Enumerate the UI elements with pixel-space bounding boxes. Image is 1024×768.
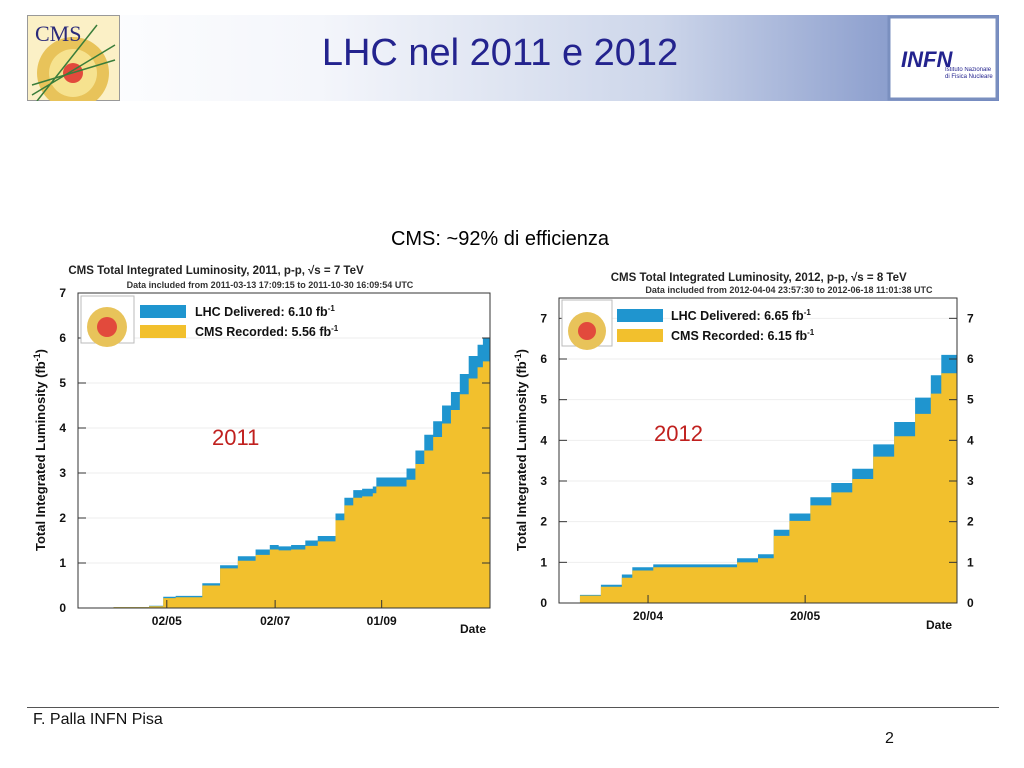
x-tick-label-20/05: 20/05 — [790, 609, 820, 623]
chart-title-energy: √s = 7 TeV — [308, 264, 364, 277]
y-tick-label-left-6: 6 — [540, 352, 547, 366]
legend-label-delivered-sup: -1 — [328, 304, 336, 313]
x-axis-label: Date — [460, 622, 486, 636]
legend: LHC Delivered: 6.10 fb-1 CMS Recorded: 5… — [80, 295, 339, 347]
chart-data-range: Data included from 2011-03-13 17:09:15 t… — [127, 280, 414, 290]
footer-author: F. Palla INFN Pisa — [33, 711, 163, 728]
header-band — [27, 15, 999, 101]
x-tick-label-20/04: 20/04 — [633, 609, 663, 623]
legend-label-delivered: LHC Delivered: 6.65 fb-1 — [671, 308, 811, 323]
legend-swatch-recorded — [140, 325, 186, 338]
y-tick-label-left-1: 1 — [540, 555, 547, 569]
legend: LHC Delivered: 6.65 fb-1 CMS Recorded: 6… — [561, 299, 815, 350]
x-tick-label-02/05: 02/05 — [152, 614, 182, 628]
infn-logo-text: INFN — [901, 47, 953, 72]
y-axis-label-group: Total Integrated Luminosity (fb-1) — [513, 349, 529, 551]
y-axis-label-group: Total Integrated Luminosity (fb-1) — [32, 349, 48, 551]
y-tick-label-left-6: 6 — [59, 331, 66, 345]
cms-logo-tracks — [31, 24, 116, 101]
y-tick-label-left-3: 3 — [540, 474, 547, 488]
y-tick-label-left-5: 5 — [59, 376, 66, 390]
y-axis-label: Total Integrated Luminosity (fb-1) — [513, 349, 529, 551]
y-axis-label-text: Total Integrated Luminosity (fb — [33, 361, 48, 551]
chart-data-range: Data included from 2012-04-04 23:57:30 t… — [645, 285, 933, 295]
y-tick-label-left-4: 4 — [59, 421, 66, 435]
y-tick-label-right-1: 1 — [967, 555, 974, 569]
luminosity-chart-2011: CMS Total Integrated Luminosity, 2011, p… — [32, 264, 491, 636]
chart-title-energy: √s = 8 TeV — [851, 271, 907, 284]
luminosity-chart-2012: CMS Total Integrated Luminosity, 2012, p… — [513, 271, 974, 632]
legend-label-recorded-text: CMS Recorded: 5.56 fb — [195, 325, 332, 339]
y-tick-label-left-0: 0 — [540, 596, 547, 610]
y-tick-label-right-5: 5 — [967, 393, 974, 407]
y-tick-label-left-1: 1 — [59, 556, 66, 570]
legend-label-recorded-text: CMS Recorded: 6.15 fb — [671, 329, 808, 343]
y-tick-label-left-2: 2 — [540, 515, 547, 529]
y-tick-label-right-2: 2 — [967, 515, 974, 529]
plot-frame — [77, 292, 491, 609]
cms-logo: CMS — [27, 15, 120, 101]
legend-swatch-recorded — [617, 329, 663, 342]
x-ticks: 02/05 02/07 01/09 — [152, 600, 397, 628]
y-ticks-right: 0 1 2 3 4 5 6 7 — [949, 311, 974, 610]
page-number: 2 — [885, 730, 894, 747]
y-tick-label-left-2: 2 — [59, 511, 66, 525]
y-tick-label-right-6: 6 — [967, 352, 974, 366]
slide-subtitle: CMS: ~92% di efficienza — [390, 228, 610, 250]
cms-logo-text: CMS — [35, 21, 81, 46]
chart-title-main: CMS Total Integrated Luminosity, 2011, p… — [68, 265, 305, 277]
y-tick-label-left-5: 5 — [540, 393, 547, 407]
y-tick-label-right-7: 7 — [967, 311, 974, 325]
y-tick-label-left-7: 7 — [59, 286, 66, 300]
infn-logo-frame — [887, 15, 999, 101]
year-label-2011: 2011 — [212, 425, 260, 450]
legend-cms-logo-core — [578, 322, 596, 340]
legend-label-delivered: LHC Delivered: 6.10 fb-1 — [195, 304, 335, 319]
y-axis-label-close: ) — [514, 349, 529, 353]
y-axis-label-sup: -1 — [513, 353, 523, 361]
y-ticks-left: 0 1 2 3 4 5 6 7 — [59, 286, 86, 615]
legend-swatch-delivered — [140, 305, 186, 318]
legend-swatch-delivered — [617, 309, 663, 322]
legend-label-recorded: CMS Recorded: 5.56 fb-1 — [195, 324, 339, 339]
legend-label-recorded: CMS Recorded: 6.15 fb-1 — [671, 328, 815, 343]
y-axis-label-text: Total Integrated Luminosity (fb — [514, 361, 529, 551]
slide-title: LHC nel 2011 e 2012 — [321, 32, 679, 74]
x-ticks: 20/04 20/05 — [633, 595, 820, 623]
legend-label-recorded-sup: -1 — [807, 328, 815, 337]
y-tick-label-left-4: 4 — [540, 433, 547, 447]
x-tick-label-02/07: 02/07 — [260, 614, 290, 628]
legend-cms-logo-core — [97, 317, 117, 337]
y-axis-label: Total Integrated Luminosity (fb-1) — [32, 349, 48, 551]
legend-label-delivered-text: LHC Delivered: 6.65 fb — [671, 309, 804, 323]
y-tick-label-left-7: 7 — [540, 311, 547, 325]
x-tick-label-01/09: 01/09 — [367, 614, 397, 628]
infn-logo: INFN Istituto Nazionale di Fisica Nuclea… — [887, 15, 999, 101]
y-tick-label-left-0: 0 — [59, 601, 66, 615]
legend-label-delivered-text: LHC Delivered: 6.10 fb — [195, 305, 328, 319]
area-cms-recorded — [78, 357, 490, 608]
chart-title-main: CMS Total Integrated Luminosity, 2012, p… — [611, 272, 848, 284]
y-axis-label-close: ) — [33, 349, 48, 353]
plot-frame — [558, 297, 958, 604]
year-label-2012: 2012 — [654, 421, 703, 446]
y-tick-label-right-4: 4 — [967, 433, 974, 447]
infn-logo-sub: Istituto Nazionale di Fisica Nucleare — [945, 67, 993, 80]
y-tick-label-left-3: 3 — [59, 466, 66, 480]
infn-logo-subtext: Istituto Nazionale di Fisica Nucleare — [945, 67, 993, 80]
legend-label-recorded-sup: -1 — [331, 324, 339, 333]
y-tick-label-right-3: 3 — [967, 474, 974, 488]
y-ticks-left: 0 1 2 3 4 5 6 7 — [540, 311, 567, 610]
x-axis-label: Date — [926, 618, 952, 632]
y-axis-label-sup: -1 — [32, 353, 42, 361]
footer-divider — [27, 707, 999, 708]
legend-label-delivered-sup: -1 — [804, 308, 812, 317]
area-cms-recorded — [559, 352, 957, 603]
y-tick-label-right-0: 0 — [967, 596, 974, 610]
